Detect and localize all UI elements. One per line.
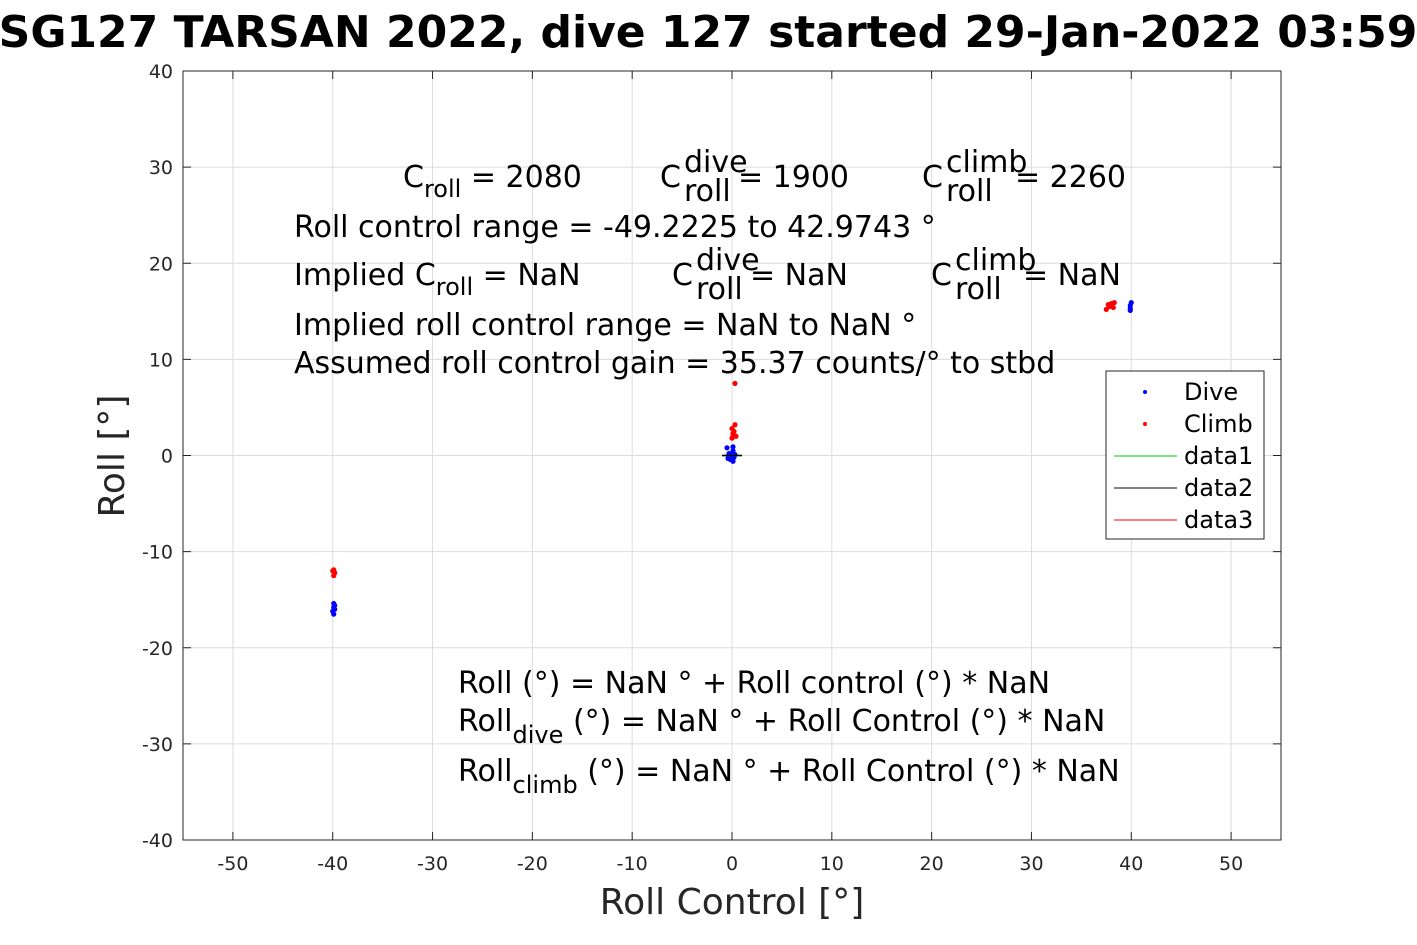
legend-label-data3: data3 <box>1184 506 1253 534</box>
ann-implied-dive-sup: dive <box>696 243 760 278</box>
y-tick-label: 40 <box>149 61 173 83</box>
x-tick-label: 10 <box>820 853 844 875</box>
x-tick-label: 40 <box>1119 853 1143 875</box>
ann-c-climb-sup: climb <box>946 145 1027 180</box>
axis-ticks: -50 -40 -30 -20 -10 0 10 20 30 40 50 -40 -30 -20 -10 0 1… <box>142 61 1281 875</box>
ann-c-dive-sub: roll <box>684 174 731 209</box>
annotation-implied: Implied Croll = NaN C dive roll = NaN C … <box>294 243 1121 307</box>
y-tick-label: 10 <box>149 349 173 371</box>
x-tick-label: -20 <box>517 853 548 875</box>
dive-point <box>730 458 736 464</box>
x-tick-label: 20 <box>920 853 944 875</box>
climb-point <box>1111 300 1117 306</box>
dive-point <box>725 455 731 461</box>
ann-c-roll: Croll = 2080 <box>403 160 582 203</box>
ann-c-climb-letter: C <box>922 160 943 195</box>
ann-c-dive-letter: C <box>660 160 681 195</box>
ann-c-climb-value: = 2260 <box>1015 160 1126 195</box>
dive-point <box>730 448 736 454</box>
dive-point <box>332 602 338 609</box>
y-tick-label: -30 <box>142 734 173 756</box>
x-tick-label: 0 <box>726 853 738 875</box>
x-tick-label: -40 <box>317 853 348 875</box>
ann-implied-climb-sup: climb <box>955 243 1036 278</box>
chart-title: SG127 TARSAN 2022, dive 127 started 29-J… <box>0 7 1417 58</box>
dive-point <box>724 445 730 451</box>
x-axis-label: Roll Control [°] <box>600 882 865 923</box>
y-tick-label: 0 <box>161 446 173 468</box>
series-climb <box>330 300 1117 579</box>
ann-implied-climb-sub: roll <box>955 272 1002 307</box>
ann-implied-dive-value: = NaN <box>750 258 848 293</box>
legend-label-data1: data1 <box>1184 442 1253 470</box>
legend-marker-dive <box>1143 390 1147 394</box>
climb-point <box>1110 304 1116 311</box>
y-tick-label: 20 <box>149 253 173 275</box>
x-tick-label: -50 <box>217 853 248 875</box>
ann-implied-climb-value: = NaN <box>1023 258 1121 293</box>
dive-point <box>331 611 337 617</box>
ann-fit-dive: Rolldive (°) = NaN ° + Roll Control (°) … <box>458 704 1105 749</box>
ann-implied-climb-letter: C <box>931 258 952 293</box>
legend-label-data2: data2 <box>1184 474 1253 502</box>
dive-point <box>1128 300 1134 306</box>
y-tick-label: -10 <box>142 542 173 564</box>
legend-box <box>1105 370 1265 540</box>
ann-fit-climb: Rollclimb (°) = NaN ° + Roll Control (°)… <box>458 754 1120 799</box>
x-tick-label: -30 <box>417 853 448 875</box>
ann-c-dive-sup: dive <box>684 145 748 180</box>
dive-point <box>1127 307 1133 313</box>
y-tick-label: -20 <box>142 638 173 660</box>
climb-point <box>733 433 739 439</box>
y-tick-label: -40 <box>142 830 173 852</box>
x-tick-label: 30 <box>1019 853 1043 875</box>
ann-c-climb-sub: roll <box>946 174 993 209</box>
climb-point <box>732 422 738 428</box>
ann-implied-c-roll: Implied Croll = NaN <box>294 258 581 301</box>
ann-implied-range: Implied roll control range = NaN to NaN … <box>294 308 916 343</box>
x-tick-label: 50 <box>1219 853 1243 875</box>
climb-point <box>330 568 336 574</box>
legend-marker-climb <box>1143 422 1147 426</box>
ann-range: Roll control range = -49.2225 to 42.9743… <box>294 210 936 245</box>
legend: Dive Climb data1 data2 data3 <box>1105 370 1265 540</box>
y-axis-label: Roll [°] <box>92 395 133 518</box>
climb-point <box>732 380 738 387</box>
x-tick-label: -10 <box>617 853 648 875</box>
dive-point <box>732 451 738 458</box>
legend-label-climb: Climb <box>1184 410 1253 438</box>
ann-gain: Assumed roll control gain = 35.37 counts… <box>294 346 1055 381</box>
series-layer <box>330 300 1134 617</box>
climb-point <box>1105 301 1111 308</box>
annotation-coefficients: Croll = 2080 C dive roll = 1900 C climb … <box>403 145 1126 209</box>
legend-label-dive: Dive <box>1184 378 1238 406</box>
ann-implied-dive-sub: roll <box>696 272 743 307</box>
climb-point <box>729 425 735 432</box>
ann-implied-dive-letter: C <box>672 258 693 293</box>
ann-fit-all: Roll (°) = NaN ° + Roll control (°) * Na… <box>458 666 1050 701</box>
climb-point <box>331 573 337 579</box>
dive-point <box>730 444 736 450</box>
y-tick-label: 30 <box>149 157 173 179</box>
ann-c-dive-value: = 1900 <box>738 160 849 195</box>
